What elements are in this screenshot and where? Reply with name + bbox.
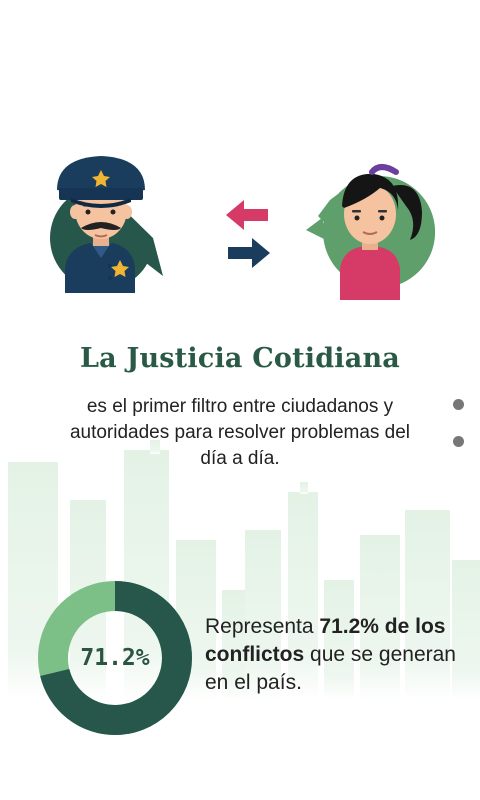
police-officer-icon bbox=[50, 156, 164, 293]
donut-percentage-label: 71.2% bbox=[80, 645, 150, 671]
headline-subtitle: es el primer filtro entre ciudadanos y a… bbox=[40, 394, 440, 472]
donut-value-arc bbox=[38, 581, 192, 735]
pagination-dot-1[interactable] bbox=[453, 399, 464, 410]
city-skyline-background bbox=[8, 440, 480, 700]
percentage-donut bbox=[38, 581, 192, 735]
statistic-text: Representa 71.2% de los conflictos que s… bbox=[205, 613, 470, 697]
pagination-dot-2[interactable] bbox=[453, 436, 464, 447]
subtitle-line-2: autoridades para resolver problemas del bbox=[69, 422, 411, 443]
headline-title: La Justicia Cotidiana bbox=[80, 343, 400, 374]
stat-text-highlight: 71.2% de los conflictos bbox=[205, 615, 446, 666]
subtitle-line-3: día a día. bbox=[200, 448, 280, 469]
stat-text-suffix: que se generan en el país. bbox=[205, 643, 456, 694]
citizen-woman-icon bbox=[306, 164, 435, 300]
subtitle-line-1: es el primer filtro entre ciudadanos y bbox=[86, 396, 394, 417]
exchange-arrows-icon bbox=[226, 200, 270, 268]
stat-text-prefix: Representa bbox=[205, 615, 320, 638]
